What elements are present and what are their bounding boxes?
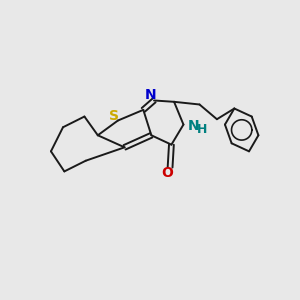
Text: S: S <box>109 109 119 123</box>
Text: N: N <box>145 88 157 102</box>
Text: H: H <box>196 123 207 136</box>
Text: O: O <box>161 166 173 180</box>
Text: N: N <box>188 119 200 133</box>
